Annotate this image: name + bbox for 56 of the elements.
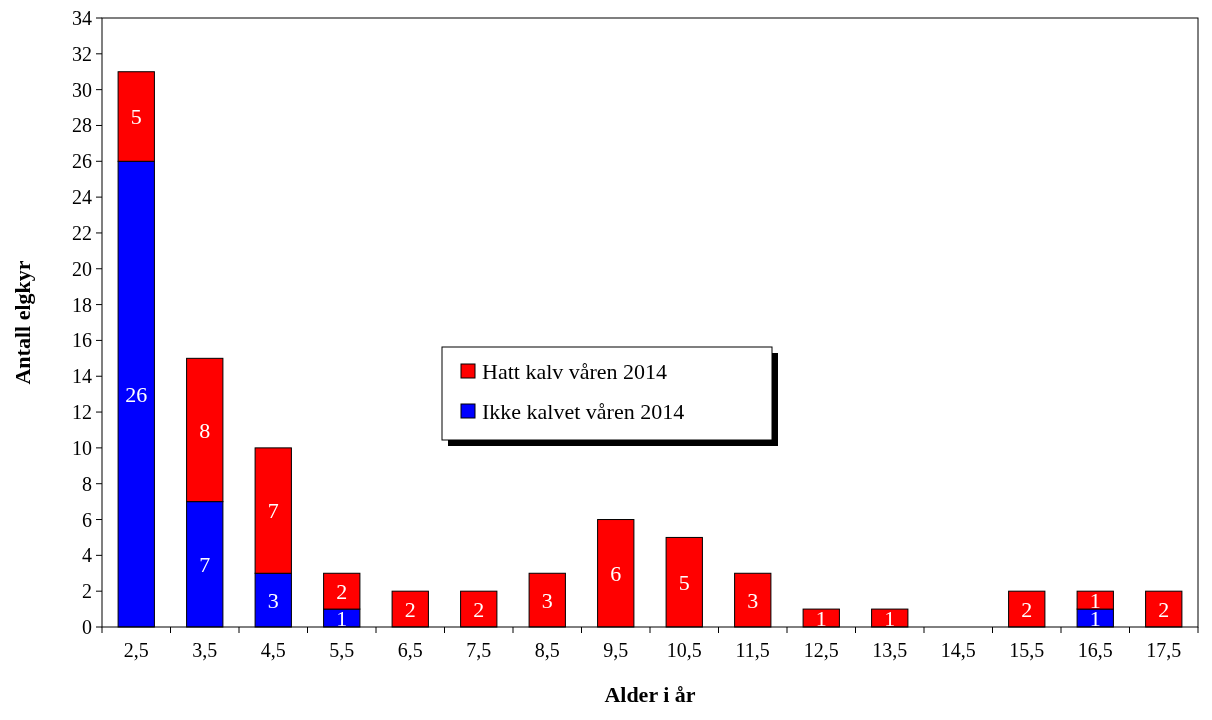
data-label: 2 (404, 596, 416, 622)
data-label: 2 (473, 596, 485, 622)
y-tick-label: 28 (72, 114, 92, 137)
y-axis-title: Antall elgkyr (10, 260, 35, 385)
legend-label: Hatt kalv våren 2014 (482, 358, 668, 384)
y-tick-label: 0 (82, 616, 92, 638)
y-tick-label: 16 (72, 329, 92, 352)
y-tick-label: 26 (72, 150, 92, 173)
x-tick-label: 6,5 (397, 639, 423, 661)
y-tick-label: 24 (72, 186, 92, 209)
x-tick-label: 17,5 (1146, 639, 1182, 661)
data-label: 1 (336, 605, 348, 631)
legend-label: Ikke kalvet våren 2014 (482, 398, 685, 424)
x-tick-label: 14,5 (940, 639, 976, 661)
data-label: 2 (336, 578, 348, 604)
x-tick-label: 2,5 (123, 639, 149, 661)
y-tick-label: 4 (82, 544, 92, 567)
data-label: 3 (747, 587, 759, 613)
y-tick-label: 6 (82, 508, 92, 531)
data-label: 2 (1021, 596, 1033, 622)
data-label: 7 (267, 498, 279, 524)
data-label: 8 (199, 417, 211, 443)
y-tick-label: 32 (72, 42, 92, 65)
x-tick-label: 5,5 (329, 639, 355, 661)
x-tick-label: 8,5 (534, 639, 560, 661)
data-label: 5 (130, 104, 142, 130)
x-tick-label: 3,5 (192, 639, 218, 661)
x-tick-label: 11,5 (735, 639, 770, 661)
x-tick-label: 16,5 (1077, 639, 1113, 661)
x-tick-label: 4,5 (260, 639, 286, 661)
x-tick-label: 15,5 (1009, 639, 1045, 661)
data-label: 6 (610, 560, 622, 586)
data-label: 26 (125, 381, 148, 407)
y-tick-label: 12 (72, 401, 92, 424)
data-label: 7 (199, 552, 211, 578)
x-tick-label: 7,5 (466, 639, 492, 661)
y-tick-label: 20 (72, 257, 92, 280)
x-tick-label: 10,5 (666, 639, 702, 661)
data-label: 1 (815, 605, 827, 631)
y-tick-label: 34 (72, 7, 92, 29)
x-axis-title: Alder i år (604, 682, 696, 707)
y-tick-label: 18 (72, 293, 92, 316)
y-tick-label: 30 (72, 78, 92, 101)
x-tick-label: 9,5 (603, 639, 629, 661)
data-label: 5 (678, 569, 690, 595)
data-label: 3 (541, 587, 553, 613)
x-tick-label: 13,5 (872, 639, 908, 661)
data-label: 2 (1158, 596, 1170, 622)
y-tick-label: 2 (82, 580, 92, 603)
x-tick-label: 12,5 (803, 639, 839, 661)
data-label: 1 (884, 605, 896, 631)
data-label: 3 (267, 587, 279, 613)
y-tick-label: 8 (82, 472, 92, 495)
y-tick-label: 22 (72, 221, 92, 244)
y-tick-label: 14 (72, 365, 92, 388)
y-tick-label: 10 (72, 436, 92, 459)
